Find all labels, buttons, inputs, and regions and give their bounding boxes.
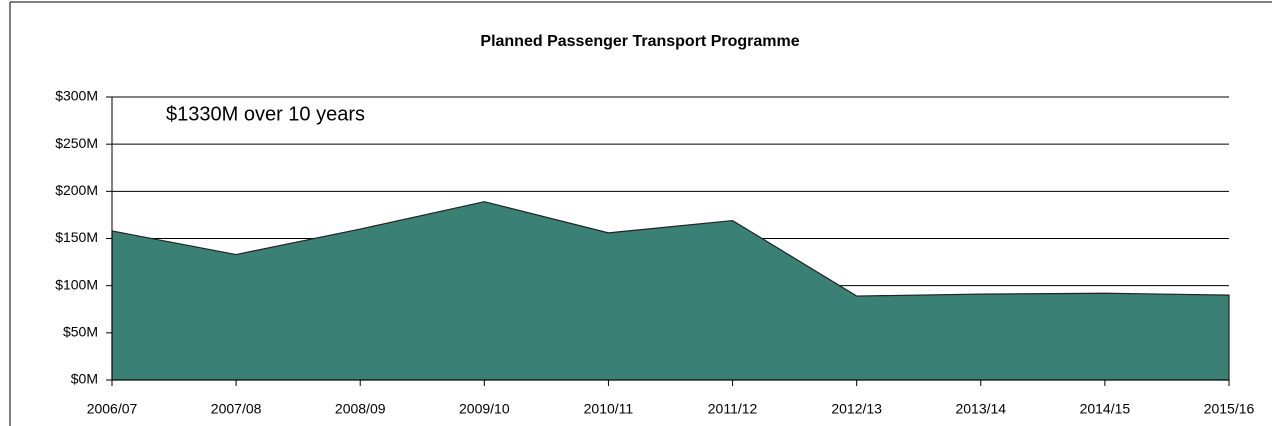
x-tick-label: 2009/10: [459, 401, 510, 417]
area: [111, 201, 1230, 381]
y-tick-label: $150M: [55, 229, 98, 245]
y-tick-label: $50M: [63, 324, 98, 340]
annotation: $1330M over 10 years: [166, 103, 365, 125]
x-tick-label: 2011/12: [708, 401, 758, 417]
x-tick-label: 2012/13: [831, 401, 882, 417]
x-tick-label: 2015/16: [1204, 401, 1255, 417]
y-tick-label: $200M: [55, 182, 98, 198]
x-tick-label: 2007/08: [211, 401, 262, 417]
y-tick-label: $300M: [55, 88, 98, 104]
x-tick-label: 2006/07: [87, 401, 138, 417]
x-tick-label: 2008/09: [335, 401, 386, 417]
x-tick-label: 2013/14: [955, 401, 1006, 417]
y-tick-label: $250M: [55, 135, 98, 151]
x-tick-label: 2014/15: [1080, 401, 1131, 417]
chart-title: Planned Passenger Transport Programme: [480, 33, 799, 50]
y-tick-label: $0M: [71, 371, 98, 387]
x-tick-label: 2010/11: [584, 401, 634, 417]
y-tick-label: $100M: [55, 276, 98, 292]
